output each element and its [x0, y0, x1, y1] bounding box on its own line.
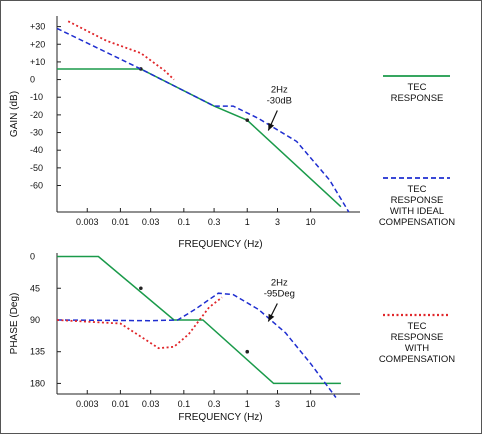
gain-chart: 0.003 0.01 0.03 0.1 0.3 1 3 10 +30 +20 +10 0 -10 -20 -… [9, 16, 360, 250]
annotation-arrowhead [268, 122, 275, 131]
x-tick-label: 1 [245, 399, 250, 409]
y-tick-label: +20 [30, 39, 45, 49]
annotation-text: -95Deg [264, 289, 295, 300]
x-tick-label: 3 [275, 399, 280, 409]
y-tick-label: -60 [30, 181, 43, 191]
series-marker [245, 349, 250, 354]
x-tick-label: 0.03 [142, 217, 160, 227]
x-tick-label: 0.003 [76, 217, 99, 227]
x-tick-label: 3 [275, 217, 280, 227]
y-axis-label: PHASE (Deg) [9, 293, 20, 355]
x-axis-label: FREQUENCY (Hz) [178, 239, 262, 250]
x-tick-label: 0.3 [208, 217, 221, 227]
y-axis-label: GAIN (dB) [9, 91, 20, 137]
legend-label: RESPONSE [391, 93, 444, 104]
legend-label: TEC [408, 321, 427, 332]
x-tick-label: 10 [306, 217, 316, 227]
annotation-text: 2Hz [271, 85, 288, 96]
x-tick-label: 0.3 [208, 399, 221, 409]
series-line-red [56, 296, 223, 350]
y-tick-label: +10 [30, 57, 45, 67]
x-tick-label: 0.1 [178, 217, 191, 227]
x-tick-label: 0.01 [112, 399, 130, 409]
y-tick-label: 135 [30, 347, 45, 357]
y-tick-label: -20 [30, 110, 43, 120]
y-tick-label: 0 [30, 252, 35, 262]
series-line-green [57, 68, 342, 208]
x-tick-label: 10 [306, 399, 316, 409]
series-line-green [57, 255, 341, 385]
legend-label: RESPONSE [391, 195, 444, 206]
legend-label: COMPENSATION [379, 354, 455, 365]
x-tick-label: 0.03 [142, 399, 160, 409]
annotation-text: 2Hz [271, 278, 288, 289]
series-line-blue [56, 27, 350, 213]
annotation-arrowhead [268, 313, 275, 322]
legend-label: TEC [408, 184, 427, 195]
series-marker [139, 286, 143, 291]
x-tick-label: 0.003 [76, 399, 99, 409]
series-line-blue [56, 292, 337, 398]
y-tick-label: 180 [30, 378, 45, 388]
annotation-text: -30dB [267, 96, 292, 107]
y-tick-label: 90 [30, 315, 40, 325]
x-tick-label: 0.1 [178, 399, 191, 409]
y-tick-label: -50 [30, 163, 43, 173]
y-tick-label: -30 [30, 128, 43, 138]
legend-label: COMPENSATION [379, 217, 455, 228]
legend-label: RESPONSE [391, 332, 444, 343]
y-tick-label: 45 [30, 283, 40, 293]
x-axis-label: FREQUENCY (Hz) [178, 412, 262, 423]
y-tick-label: -40 [30, 145, 43, 155]
y-tick-label: +30 [30, 22, 45, 32]
y-tick-label: -10 [30, 92, 43, 102]
series-marker [245, 118, 250, 122]
x-tick-label: 1 [245, 217, 250, 227]
x-tick-label: 0.01 [112, 217, 130, 227]
phase-chart: 0.003 0.01 0.03 0.1 0.3 1 3 10 0 45 90 135 180 FREQUE… [9, 252, 360, 423]
y-tick-label: 0 [30, 75, 35, 85]
legend-label: WITH IDEAL [390, 206, 444, 217]
legend-label: WITH [405, 343, 429, 354]
legend-label: TEC [408, 82, 427, 93]
series-line-red [67, 20, 175, 81]
